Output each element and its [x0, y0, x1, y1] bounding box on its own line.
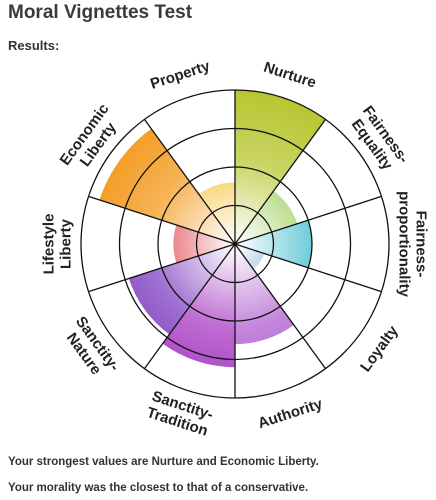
- label-sanctity-nature: Sanctity-Nature: [58, 313, 123, 384]
- wedge-sanctity-nature: [128, 244, 235, 335]
- wedge-loyalty: [235, 244, 265, 269]
- label-line: Property: [148, 58, 213, 93]
- label-authority: Authority: [256, 395, 325, 432]
- label-fairness-equality: Fairness-Equality: [345, 103, 412, 177]
- label-fairness-proportionality: Fairness-proportionality: [396, 191, 430, 297]
- label-line: Liberty: [58, 218, 75, 269]
- label-nurture: Nurture: [261, 59, 318, 92]
- label-line: Fairness-: [413, 211, 430, 278]
- grid-spoke: [234, 195, 382, 245]
- page-title: Moral Vignettes Test: [8, 2, 193, 23]
- grid-spoke: [234, 243, 327, 369]
- results-label: Results:: [8, 38, 60, 53]
- summary-closest-morality: Your morality was the closest to that of…: [8, 482, 309, 494]
- label-sanctity-tradition: Sanctity-Tradition: [144, 388, 215, 440]
- label-line: Authority: [256, 395, 325, 432]
- label-line: Lifestyle: [41, 214, 58, 275]
- wedge-economic-liberty: [99, 128, 236, 244]
- label-line: Loyalty: [357, 322, 402, 375]
- grid-spoke: [143, 243, 236, 369]
- label-line: proportionality: [396, 191, 413, 297]
- grid-spoke: [234, 243, 382, 293]
- moral-values-chart: Nurture Fairness-Equality Fairness-proport…: [41, 58, 430, 440]
- wedge-property: [198, 182, 235, 244]
- wedge-fairness-equality: [235, 191, 298, 244]
- wedge-lifestyle-liberty: [173, 224, 235, 264]
- wedge-nurture: [235, 90, 326, 244]
- label-lifestyle-liberty: LifestyleLiberty: [41, 214, 75, 275]
- label-loyalty: Loyalty: [357, 322, 402, 375]
- wedge-sanctity-tradition: [162, 244, 235, 368]
- grid-spoke: [143, 119, 236, 245]
- grid-spoke: [234, 119, 327, 245]
- grid-spoke: [88, 195, 236, 245]
- label-property: Property: [148, 58, 213, 93]
- summary-strongest-values: Your strongest values are Nurture and Ec…: [8, 456, 319, 468]
- grid-layer: [80, 89, 390, 399]
- grid-spoke: [88, 243, 236, 293]
- label-line: Nurture: [261, 59, 318, 92]
- wedge-layer: [99, 90, 326, 368]
